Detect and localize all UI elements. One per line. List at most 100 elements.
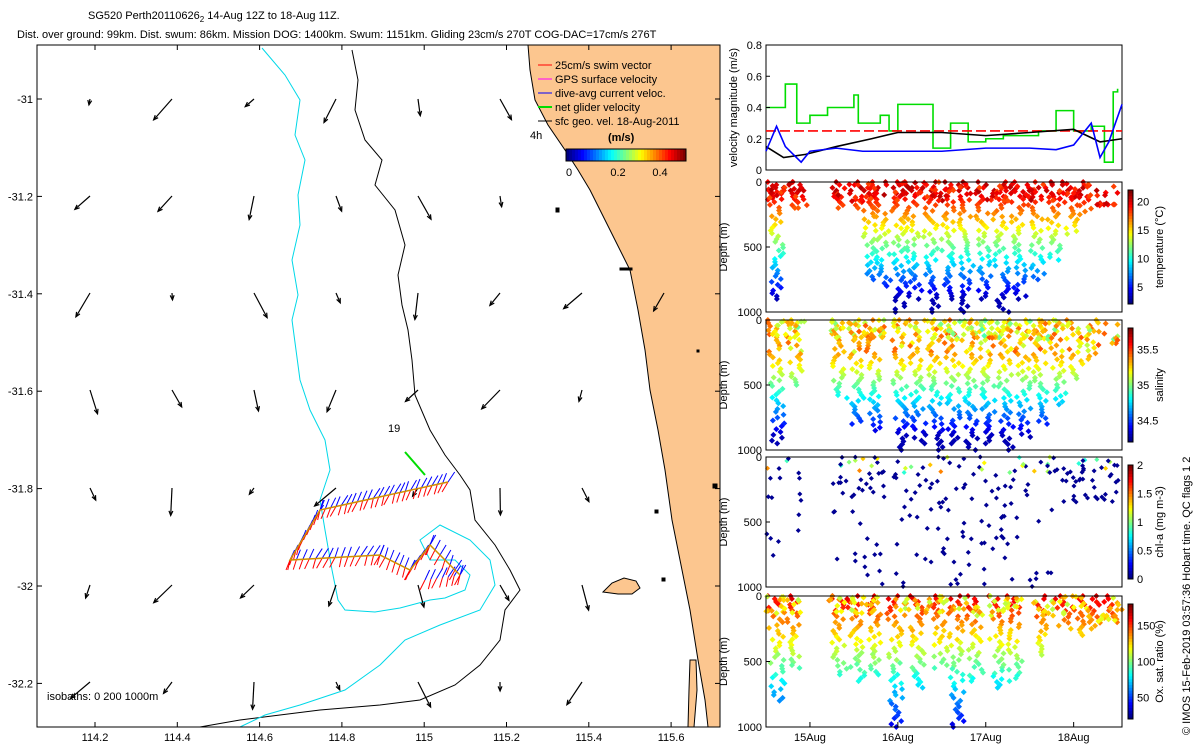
chl-sample — [770, 552, 776, 558]
chl-sample — [1036, 518, 1042, 524]
surface-sample — [961, 319, 968, 326]
colorbar-swatch — [1128, 673, 1133, 677]
chl-sample — [831, 509, 837, 515]
profile-sample — [862, 322, 869, 329]
profile-sample — [902, 196, 909, 203]
profile-sample — [914, 348, 921, 355]
surface-sample — [968, 324, 975, 331]
geo-arrowhead — [337, 206, 343, 213]
profile-sample — [943, 354, 950, 361]
profile-sample — [900, 268, 907, 275]
profile-sample — [1002, 343, 1009, 349]
geo-arrowhead — [480, 403, 487, 410]
chl-sample — [990, 546, 996, 552]
profile-sample — [872, 222, 879, 229]
colorbar-swatch — [1128, 286, 1133, 291]
chl-sample — [903, 488, 909, 494]
chl-sample — [1094, 496, 1100, 502]
profile-sample — [1085, 356, 1092, 362]
profile-sample — [844, 604, 851, 611]
colorbar-swatch — [1128, 365, 1133, 369]
profile-sample — [1030, 273, 1037, 280]
profile-sample — [1079, 360, 1086, 367]
profile-sample — [774, 414, 781, 421]
chl-sample — [899, 517, 905, 523]
profile-sample — [1090, 339, 1097, 346]
profile-panel-bg — [766, 457, 1122, 587]
chl-sample — [900, 580, 906, 586]
profile-sample — [1000, 245, 1007, 252]
colorbar-swatch — [1128, 359, 1133, 363]
profile-sample — [982, 429, 989, 436]
swim-vector — [449, 569, 456, 581]
colorbar-swatch — [1128, 209, 1133, 214]
profile-sample — [868, 665, 875, 672]
profile-sample — [1045, 225, 1052, 232]
profile-sample — [870, 399, 877, 406]
colorbar-swatch — [572, 149, 576, 161]
profile-sample — [1055, 257, 1062, 263]
profile-sample — [835, 351, 842, 358]
depth-tick-label: 0 — [756, 452, 762, 464]
profile-sample — [1014, 351, 1021, 358]
chl-sample — [928, 559, 934, 565]
profile-sample — [1015, 230, 1022, 237]
surface-sample — [780, 187, 787, 194]
profile-sample — [890, 184, 897, 191]
profile-sample — [1012, 290, 1019, 297]
geo-arrow — [314, 487, 337, 507]
colorbar-swatch — [1128, 387, 1133, 392]
profile-sample — [998, 205, 1005, 211]
surface-sample — [1039, 328, 1046, 335]
profile-sample — [1015, 663, 1022, 670]
profile-sample — [1021, 261, 1028, 268]
colorbar-swatch — [1128, 564, 1133, 569]
profile-sample — [1030, 224, 1037, 231]
profile-sample — [868, 239, 875, 246]
profile-sample — [1044, 216, 1051, 223]
chl-sample — [1020, 461, 1026, 467]
profile-sample — [999, 432, 1006, 439]
profile-sample — [870, 421, 877, 428]
profile-sample — [873, 248, 880, 255]
current-vector — [404, 481, 410, 492]
swim-vector — [363, 499, 369, 510]
profile-sample — [870, 416, 877, 423]
swim-vector — [326, 507, 332, 518]
colorbar-swatch — [1128, 390, 1133, 395]
current-vector — [330, 497, 337, 508]
current-vector — [424, 569, 431, 581]
colorbar-swatch — [617, 149, 621, 161]
profile-sample — [938, 236, 945, 243]
surface-sample — [1005, 333, 1012, 340]
colorbar-swatch — [599, 149, 603, 161]
profile-sample — [776, 697, 783, 704]
profile-sample — [1025, 365, 1032, 372]
profile-sample — [991, 653, 998, 660]
profile-sample — [1015, 296, 1022, 302]
profile-sample — [898, 718, 905, 725]
surface-sample — [1007, 320, 1014, 327]
colorbar-swatch — [1128, 524, 1133, 529]
profile-sample — [898, 680, 905, 687]
depth-tick-label: 1000 — [738, 582, 762, 594]
surface-sample — [852, 194, 859, 201]
profile-sample — [856, 328, 863, 335]
surface-sample — [854, 181, 861, 188]
profile-sample — [793, 342, 800, 349]
profile-sample — [921, 228, 928, 235]
profile-sample — [876, 424, 883, 431]
profile-sample — [873, 213, 880, 220]
profile-sample — [945, 426, 952, 433]
profile-sample — [1068, 355, 1075, 362]
current-vector — [459, 564, 464, 576]
surface-sample — [1040, 181, 1047, 188]
velocity-axis-label: velocity magnitude (m/s) — [728, 48, 740, 167]
profile-sample — [778, 196, 785, 203]
chl-sample — [870, 489, 876, 495]
geo-arrow — [566, 681, 583, 706]
profile-sample — [857, 638, 864, 645]
profile-sample — [913, 635, 920, 642]
profile-sample — [899, 694, 906, 701]
current-vector — [347, 546, 352, 557]
